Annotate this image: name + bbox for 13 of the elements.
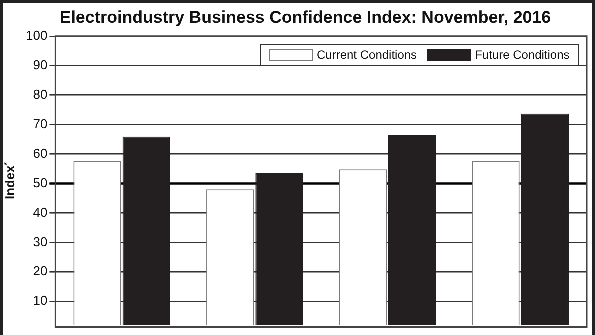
y-tick-label: 30: [33, 234, 48, 250]
y-tick-label: 80: [33, 86, 48, 102]
y-tick-label: 60: [33, 146, 48, 161]
y-tick-label: 40: [33, 204, 48, 220]
y-tick-label: 20: [33, 264, 48, 279]
legend-label: Future Conditions: [475, 48, 570, 62]
y-tick-label: 70: [33, 116, 48, 132]
legend-label: Current Conditions: [317, 48, 418, 62]
y-tick-label: 100: [26, 28, 48, 43]
chart-title: Electroindustry Business Confidence Index: November, 2016: [60, 8, 552, 27]
y-tick-label: 90: [33, 57, 48, 72]
y-tick-label: 50: [33, 175, 48, 190]
y-tick-label: 10: [33, 293, 48, 308]
